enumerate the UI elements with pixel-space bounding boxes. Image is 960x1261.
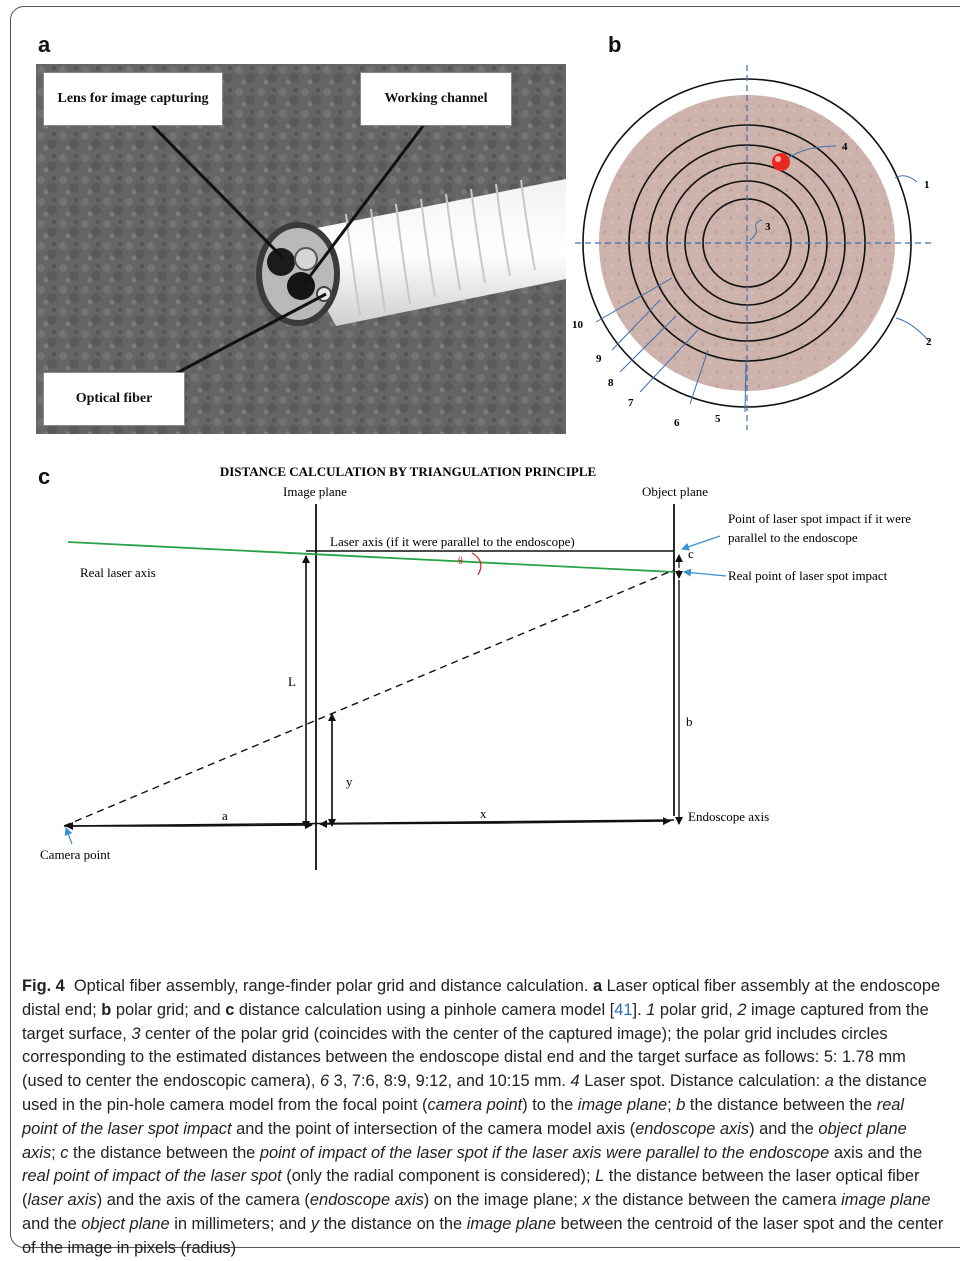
theta-label: θ <box>458 556 463 567</box>
label-10: 10 <box>572 319 584 331</box>
parallel-impact-label-2: parallel to the endoscope <box>728 530 858 545</box>
laser-spot <box>772 153 790 171</box>
x-arrow <box>319 819 501 828</box>
parallel-laser-axis-label: Laser axis (if it were parallel to the e… <box>330 534 575 549</box>
real-laser-axis-label: Real laser axis <box>80 565 156 580</box>
reference-link[interactable]: 41 <box>614 1000 633 1019</box>
a-label: a <box>222 808 228 823</box>
label-5: 5 <box>715 413 721 425</box>
triangulation-diagram: DISTANCE CALCULATION BY TRIANGULATION PR… <box>40 464 911 870</box>
object-plane-label: Object plane <box>642 484 708 499</box>
y-label: y <box>346 774 353 789</box>
parallel-impact-pointer <box>681 535 721 551</box>
camera-point-pointer <box>64 827 73 845</box>
real-impact-pointer <box>683 568 727 577</box>
label-9: 9 <box>596 353 602 365</box>
label-4: 4 <box>842 141 848 153</box>
endoscope-axis-label: Endoscope axis <box>688 809 769 824</box>
camera-sight-line <box>63 569 675 827</box>
leader-lines <box>595 145 931 413</box>
label-2: 2 <box>926 336 932 348</box>
callout-optical-fiber: Optical fiber <box>43 372 185 426</box>
callout-lens: Lens for image capturing <box>43 72 223 126</box>
polar-grid-diagram: 4 1 3 2 5 6 7 8 9 10 <box>572 65 935 430</box>
label-6: 6 <box>674 417 680 429</box>
caption-fig-number: Fig. 4 <box>22 977 65 995</box>
parallel-impact-label-1: Point of laser spot impact if it were <box>728 511 911 526</box>
diagram-title: DISTANCE CALCULATION BY TRIANGULATION PR… <box>220 464 596 479</box>
callout-working-channel: Working channel <box>360 72 512 126</box>
label-8: 8 <box>608 377 614 389</box>
c-label: c <box>688 546 694 561</box>
label-7: 7 <box>628 397 634 409</box>
x-label: x <box>480 806 487 821</box>
endoscope-axis <box>63 819 675 827</box>
label-3: 3 <box>765 221 771 233</box>
L-label: L <box>288 674 296 689</box>
panel-a-label: a <box>38 32 51 57</box>
panel-b-label: b <box>608 32 622 57</box>
panel-c-label: c <box>38 464 51 489</box>
theta-arc <box>471 552 482 576</box>
image-plane-label: Image plane <box>283 484 347 499</box>
label-1: 1 <box>924 179 930 191</box>
real-impact-label: Real point of laser spot impact <box>728 568 888 583</box>
b-label: b <box>686 714 693 729</box>
real-laser-axis <box>67 541 675 573</box>
figure-caption: Fig. 4 Optical fiber assembly, range-fin… <box>22 977 944 1257</box>
camera-point-label: Camera point <box>40 847 111 862</box>
